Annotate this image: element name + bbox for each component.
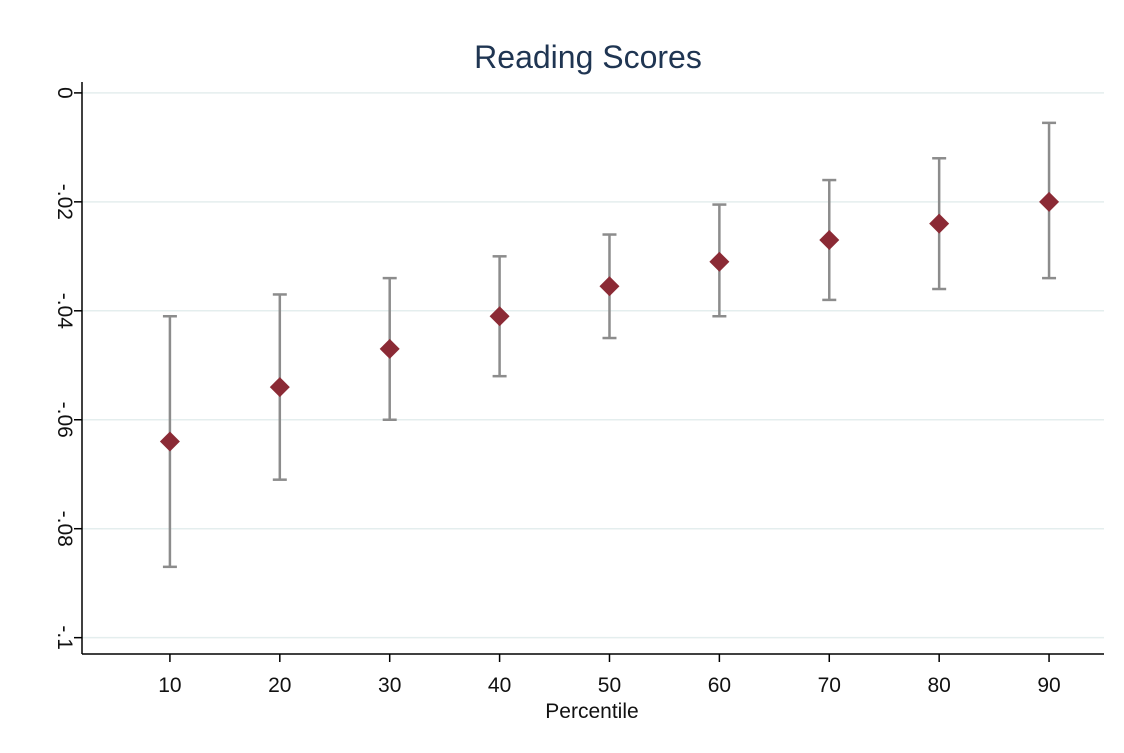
y-tick-label: -.1 [53, 625, 76, 650]
chart-title: Reading Scores [474, 39, 702, 75]
x-tick-label: 40 [488, 674, 511, 697]
x-tick-label: 80 [927, 674, 950, 697]
y-tick-label: -.02 [53, 184, 76, 220]
point-estimate-90 [1039, 191, 1060, 212]
x-tick-label: 60 [708, 674, 731, 697]
gridlines [82, 92, 1104, 639]
x-tick-label: 10 [158, 674, 181, 697]
point-estimate-70 [819, 229, 840, 250]
x-tick-label: 70 [818, 674, 841, 697]
axes [74, 82, 1104, 662]
x-axis-title: Percentile [545, 700, 638, 723]
point-estimate-50 [599, 276, 620, 297]
x-tick-label: 30 [378, 674, 401, 697]
point-estimate-80 [929, 213, 950, 234]
point-estimate-30 [379, 338, 400, 359]
x-tick-label: 50 [598, 674, 621, 697]
y-tick-label: -.08 [53, 511, 76, 547]
y-tick-label: 0 [53, 87, 76, 99]
labels: 0 -.02 -.04 -.06 -.08 -.1 10 20 30 40 50 60 70 80 90 [53, 87, 1061, 697]
x-tick-label: 90 [1037, 674, 1060, 697]
y-tick-label: -.06 [53, 402, 76, 438]
point-estimate-40 [489, 306, 510, 327]
x-tick-label: 20 [268, 674, 291, 697]
point-estimate-60 [709, 251, 730, 272]
point-estimate-20 [269, 377, 290, 398]
y-tick-label: -.04 [53, 293, 76, 330]
markers [159, 191, 1060, 452]
point-estimate-10 [159, 431, 180, 452]
